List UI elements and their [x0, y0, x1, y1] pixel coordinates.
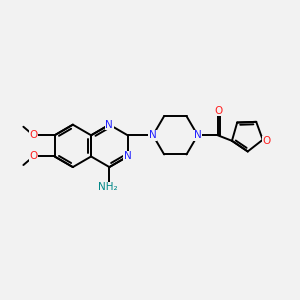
Text: O: O: [29, 130, 38, 140]
Text: O: O: [29, 152, 38, 161]
Text: NH₂: NH₂: [98, 182, 118, 192]
Text: N: N: [194, 130, 202, 140]
Text: N: N: [106, 120, 113, 130]
Text: O: O: [214, 106, 222, 116]
Text: N: N: [124, 152, 131, 161]
Text: N: N: [149, 130, 157, 140]
Text: O: O: [262, 136, 271, 146]
